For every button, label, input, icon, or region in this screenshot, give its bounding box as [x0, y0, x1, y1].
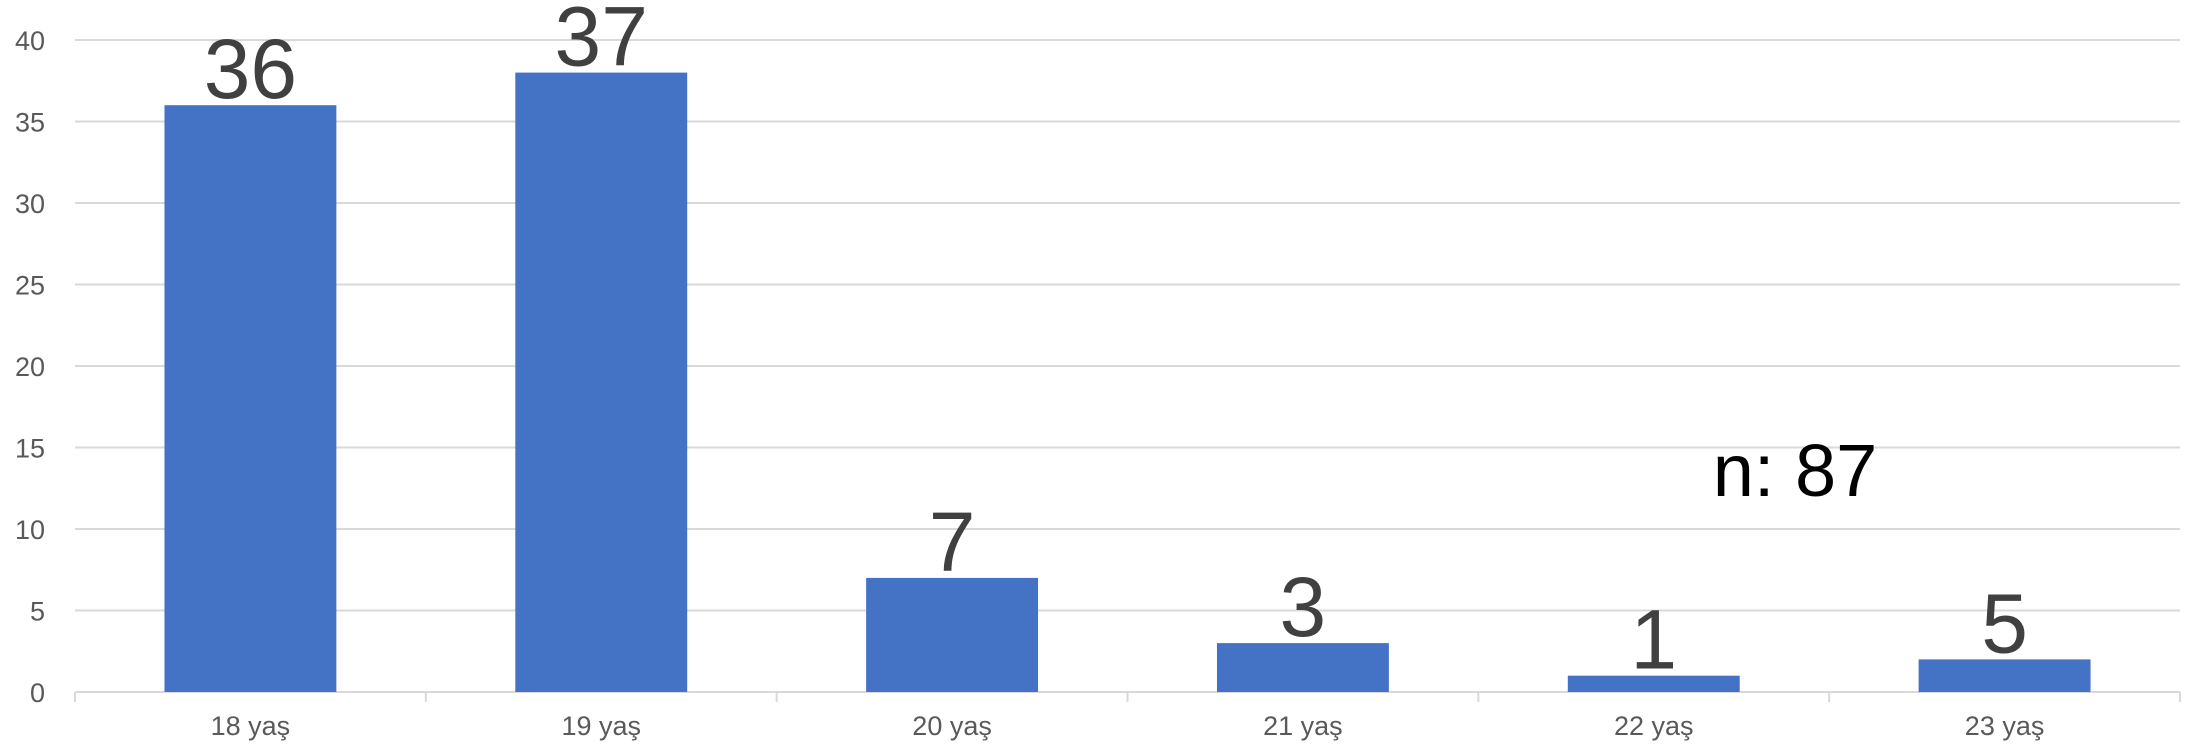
y-tick-label: 15: [15, 434, 45, 464]
x-tick-label: 20 yaş: [912, 711, 992, 741]
sample-size-annotation: n: 87: [1713, 429, 1878, 512]
y-tick-label: 35: [15, 108, 45, 138]
x-tick-label: 22 yaş: [1614, 711, 1694, 741]
bar: [515, 72, 688, 693]
bar: [1567, 675, 1740, 692]
y-tick-label: 30: [15, 189, 45, 219]
data-label: 3: [1280, 560, 1327, 654]
bar: [1918, 659, 2091, 692]
x-axis: 18 yaş 19 yaş 20 yaş 21 yaş 22 yaş 23 yaş: [74, 691, 2181, 741]
data-label: 37: [555, 0, 648, 84]
x-tick-label: 21 yaş: [1263, 711, 1343, 741]
x-tick-label: 23 yaş: [1965, 711, 2045, 741]
bars: [164, 72, 2091, 693]
data-label: 7: [929, 495, 976, 589]
y-tick-label: 0: [30, 678, 45, 708]
y-tick-label: 40: [15, 26, 45, 56]
bar: [164, 105, 337, 692]
data-label: 36: [204, 22, 297, 116]
data-label: 5: [1981, 576, 2028, 670]
bar: [866, 577, 1039, 692]
y-tick-label: 20: [15, 352, 45, 382]
data-labels: 36 37 7 3 1 5: [204, 0, 2028, 687]
bar: [1216, 643, 1389, 692]
data-label: 1: [1630, 593, 1677, 687]
x-tick-label: 18 yaş: [211, 711, 291, 741]
y-tick-label: 10: [15, 515, 45, 545]
y-tick-label: 25: [15, 271, 45, 301]
x-tick-label: 19 yaş: [561, 711, 641, 741]
y-tick-label: 5: [30, 597, 45, 627]
